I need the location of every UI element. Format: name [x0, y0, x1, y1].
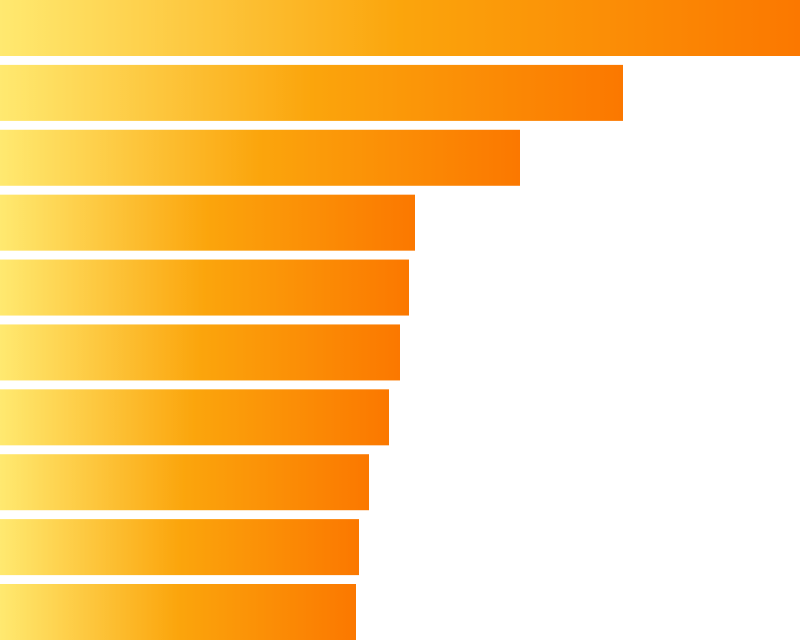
bar [0, 389, 389, 446]
bar [0, 259, 409, 316]
bar [0, 324, 400, 381]
bar [0, 64, 623, 121]
bar [0, 194, 415, 251]
bar [0, 454, 369, 511]
bar [0, 129, 520, 186]
bar [0, 584, 356, 640]
bar [0, 0, 800, 56]
bar [0, 519, 359, 576]
